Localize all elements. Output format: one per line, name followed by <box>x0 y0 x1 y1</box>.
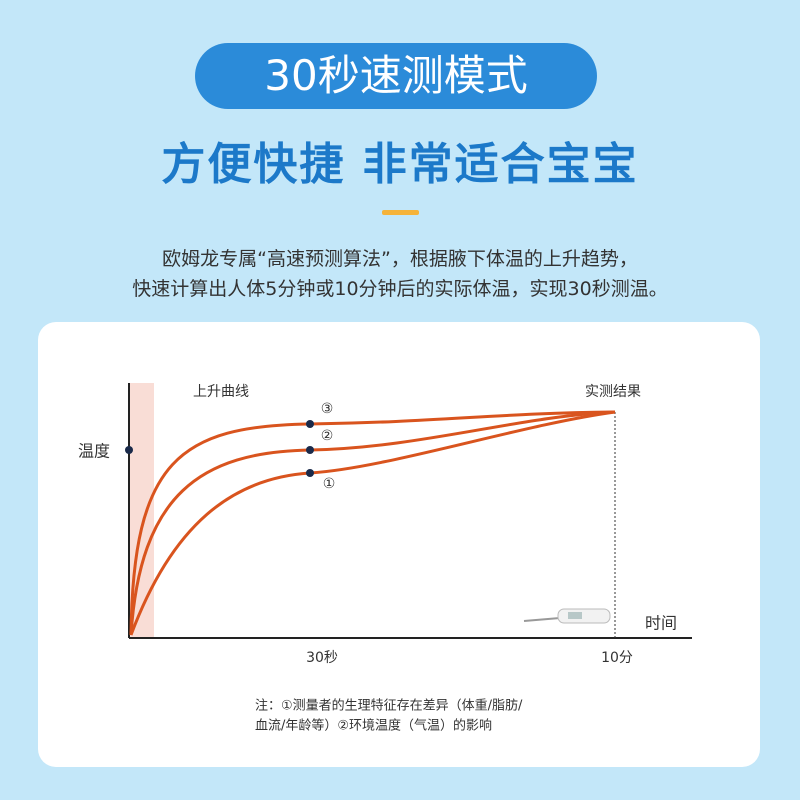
x-label: 时间 <box>645 614 677 633</box>
divider <box>382 210 419 215</box>
curve-label: ③ <box>321 401 334 417</box>
point <box>306 469 314 477</box>
result-label: 实测结果 <box>585 384 641 400</box>
note-line: 血流/年龄等）②环境温度（气温）的影响 <box>255 718 492 734</box>
curve-title: 上升曲线 <box>193 384 249 400</box>
x-tick-label: 10分 <box>601 650 633 666</box>
headline: 方便快捷 非常适合宝宝 <box>161 139 639 190</box>
description-line: 欧姆龙专属“高速预测算法”，根据腋下体温的上升趋势， <box>162 248 638 270</box>
diagram-card <box>38 322 760 767</box>
point <box>306 420 314 428</box>
thermometer-icon <box>523 608 611 624</box>
curve <box>129 410 616 636</box>
x-tick-label: 30秒 <box>306 650 338 666</box>
note-line: 注：①测量者的生理特征存在差异（体重/脂肪/ <box>255 698 523 714</box>
curve-label: ② <box>321 428 334 444</box>
curve-label: ① <box>323 476 336 492</box>
description-line: 快速计算出人体5分钟或10分钟后的实际体温，实现30秒测温。 <box>132 278 668 300</box>
point <box>125 446 133 454</box>
badge: 30秒速测模式 <box>195 43 597 109</box>
y-label: 温度 <box>78 442 110 461</box>
point <box>306 446 314 454</box>
